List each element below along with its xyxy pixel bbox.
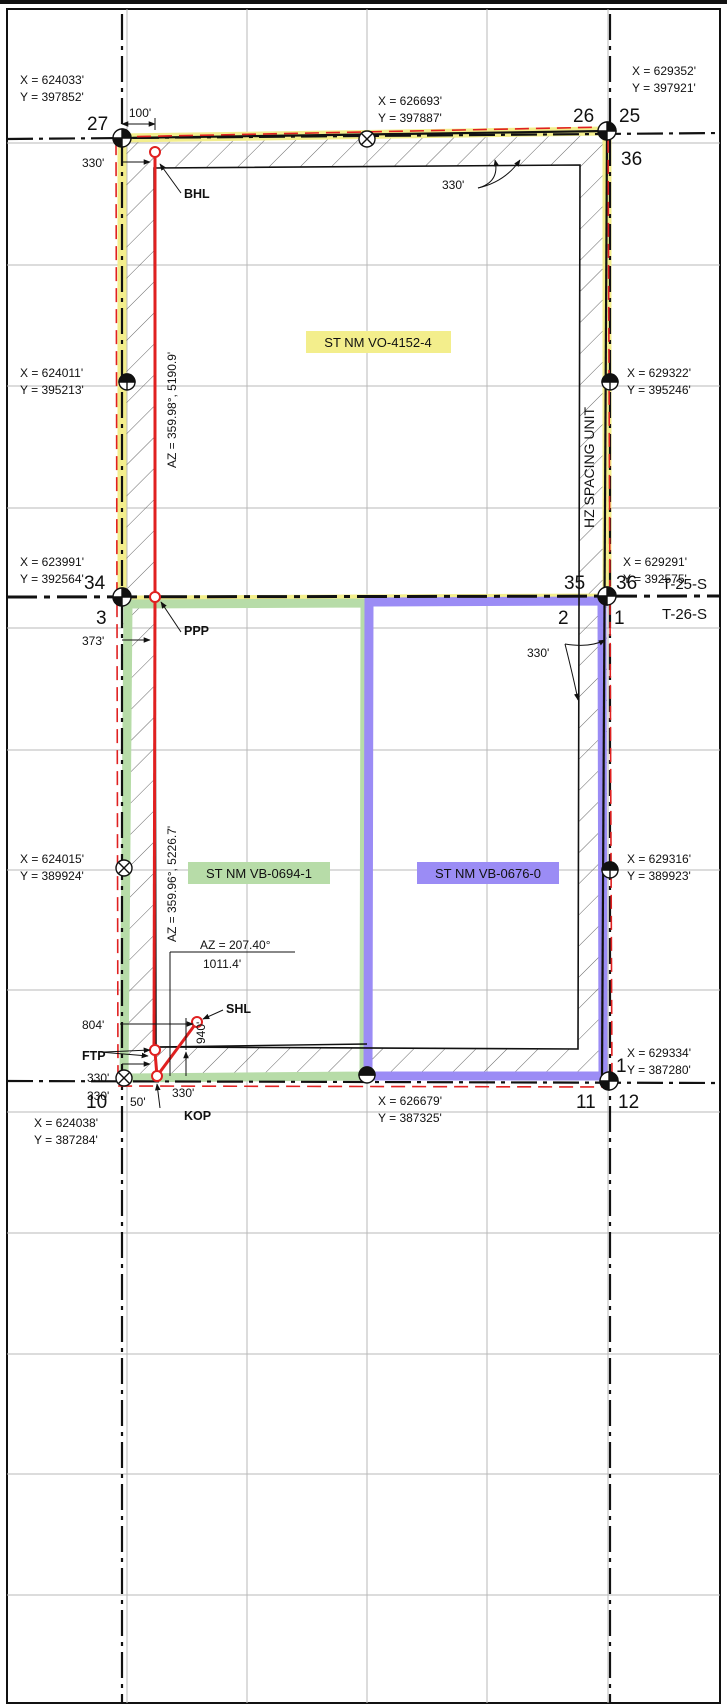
- section-number: 36: [616, 573, 637, 594]
- lease-label: ST NM VO-4152-4: [324, 335, 431, 350]
- dim-label: 373': [82, 634, 104, 648]
- coord-x: X = 626693': [378, 94, 442, 108]
- dim-label: 330': [87, 1089, 109, 1103]
- dim-label: 330': [87, 1071, 109, 1085]
- coord-y: Y = 387284': [34, 1133, 98, 1147]
- section-number: 12: [618, 1092, 639, 1113]
- corner-markers: [112, 121, 619, 1091]
- lease-label-box: [306, 331, 451, 353]
- township-north-label: T-25-S: [662, 576, 707, 593]
- section-number: 10: [86, 1092, 107, 1113]
- dim-label: 330': [82, 156, 104, 170]
- well-point-markers: [149, 146, 203, 1082]
- section-number: 35: [564, 573, 585, 594]
- top-rule: [0, 0, 727, 4]
- dim-label: 50': [130, 1095, 146, 1109]
- lease-label: ST NM VB-0676-0: [435, 866, 541, 881]
- dim-label: 100': [129, 106, 151, 120]
- coord-y: Y = 392564': [20, 572, 84, 586]
- section-number: 3: [96, 608, 107, 629]
- section-number: 2: [558, 608, 569, 629]
- dim-label: 330': [527, 646, 549, 660]
- coord-y: Y = 397852': [20, 90, 84, 104]
- dimension-lines: [99, 118, 606, 1109]
- dim-label: 804': [82, 1018, 104, 1032]
- spacing-unit-label: HZ SPACING UNIT: [581, 406, 597, 528]
- well-point-labels: BHL PPP SHL FTP KOP: [82, 187, 251, 1123]
- lease-label-box: [417, 862, 559, 884]
- section-number: 1: [614, 608, 625, 629]
- coord-x: X = 629322': [627, 366, 691, 380]
- coord-y: Y = 389923': [627, 869, 691, 883]
- dim-label: 330': [442, 178, 464, 192]
- lateral-lower: [152, 596, 157, 1051]
- wellbore: [152, 152, 199, 1077]
- coord-x: X = 629316': [627, 852, 691, 866]
- section-number: 27: [87, 114, 108, 135]
- coord-x: X = 626679': [378, 1094, 442, 1108]
- dim-label: 940': [194, 1022, 208, 1044]
- bearing-upper-lateral: AZ = 359.98°, 5190.9': [165, 352, 179, 468]
- coord-x: X = 629334': [627, 1046, 691, 1060]
- coord-x: X = 624011': [20, 366, 83, 380]
- bearing-lower-lateral: AZ = 359.96°, 5226.7': [165, 826, 179, 942]
- township-labels: T-25-S T-26-S: [662, 576, 707, 623]
- shl-label: SHL: [226, 1002, 251, 1016]
- section-number: 34: [84, 573, 106, 594]
- coord-x: X = 623991': [20, 555, 84, 569]
- coord-y: Y = 397921': [632, 81, 696, 95]
- section-numbers: 27 26 25 36 34 35 36 3 2 1 1 10 11 12: [84, 106, 642, 1113]
- bhl-label: BHL: [184, 187, 210, 201]
- lease-labels: ST NM VO-4152-4 ST NM VB-0694-1 ST NM VB…: [188, 331, 559, 884]
- coord-x: X = 629291': [623, 555, 687, 569]
- township-south-label: T-26-S: [662, 606, 707, 623]
- build-leg: [155, 1021, 199, 1077]
- tract-divider: [155, 1043, 368, 1048]
- coord-y: Y = 392575': [623, 572, 687, 586]
- section-number: 26: [573, 106, 594, 127]
- section-number: 1: [616, 1056, 627, 1077]
- corner-coordinates: X = 624033' Y = 397852' X = 626693' Y = …: [20, 64, 696, 1147]
- lease-label-box: [188, 862, 330, 884]
- bearing-spur-distance: 1011.4': [203, 957, 241, 971]
- dim-label: 330': [172, 1086, 194, 1100]
- kop-label: KOP: [184, 1109, 211, 1123]
- coord-y: Y = 387280': [627, 1063, 691, 1077]
- coord-y: Y = 395213': [20, 383, 84, 397]
- coord-y: Y = 387325': [378, 1111, 442, 1125]
- dimension-labels: 100' 330' 330' 373' 330' 804' 330' 330' …: [82, 106, 549, 1109]
- coord-y: Y = 395246': [627, 383, 691, 397]
- coord-x: X = 624033': [20, 73, 84, 87]
- ftp-label: FTP: [82, 1049, 106, 1063]
- section-number: 25: [619, 106, 640, 127]
- coord-x: X = 624038': [34, 1116, 98, 1130]
- bearing-spur-azimuth: AZ = 207.40°: [200, 938, 271, 952]
- coord-x: X = 629352': [632, 64, 696, 78]
- ppp-label: PPP: [184, 624, 209, 638]
- lease-label: ST NM VB-0694-1: [206, 866, 312, 881]
- section-number: 36: [621, 149, 642, 170]
- coord-y: Y = 389924': [20, 869, 84, 883]
- section-number: 11: [576, 1092, 596, 1113]
- coord-y: Y = 397887': [378, 111, 442, 125]
- coord-x: X = 624015': [20, 852, 84, 866]
